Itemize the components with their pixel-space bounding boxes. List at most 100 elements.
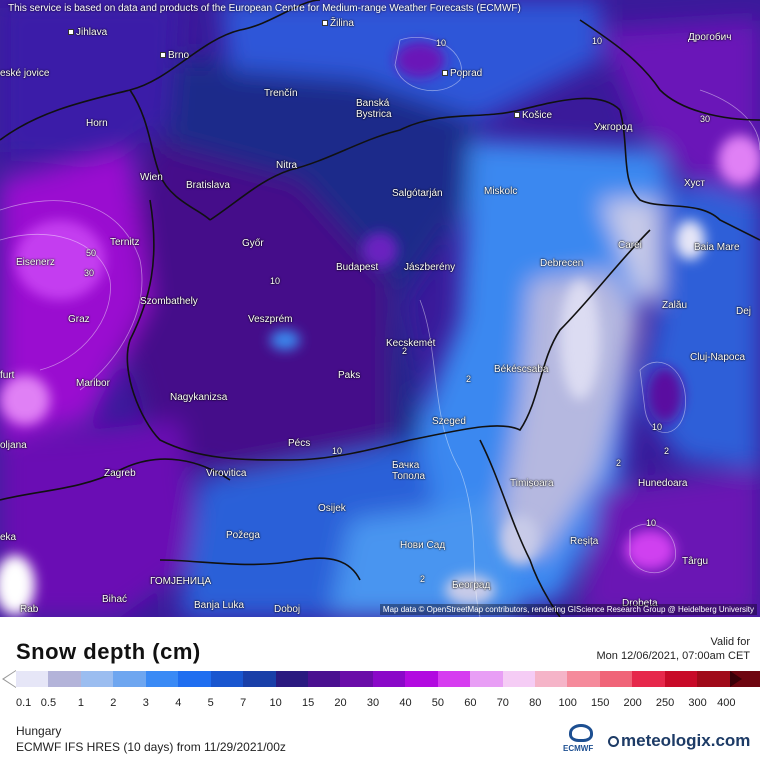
- contour-label: 2: [616, 458, 622, 468]
- colorbar-swatch: [275, 671, 308, 687]
- contour-label: 2: [402, 346, 408, 356]
- city-label[interactable]: eka: [0, 532, 17, 543]
- city-label[interactable]: Salgótarján: [392, 188, 443, 199]
- colorbar-swatch: [210, 671, 244, 687]
- city-label[interactable]: Carei: [618, 240, 642, 251]
- city-marker-icon: [514, 112, 520, 119]
- city-label[interactable]: furt: [0, 370, 15, 381]
- snow-depth-map[interactable]: This service is based on data and produc…: [0, 0, 760, 617]
- city-label[interactable]: Wien: [140, 172, 163, 183]
- colorbar-tick-label: 5: [207, 697, 214, 709]
- city-label[interactable]: Graz: [68, 314, 90, 325]
- valid-time: Mon 12/06/2021, 07:00am CET: [596, 650, 750, 662]
- city-label[interactable]: Veszprém: [248, 314, 293, 325]
- city-label[interactable]: Hunedoara: [638, 478, 688, 489]
- city-label[interactable]: Нови Сад: [400, 540, 446, 551]
- contour-label: 10: [646, 518, 657, 528]
- contour-label: 2: [420, 574, 426, 584]
- region-name: Hungary: [16, 724, 62, 738]
- colorbar-swatch: [113, 671, 146, 687]
- colorbar-tick-label: 80: [529, 697, 542, 709]
- city-label[interactable]: Paks: [338, 370, 361, 381]
- city-label[interactable]: Jihlava: [68, 27, 107, 38]
- colorbar-swatch: [145, 671, 179, 687]
- city-label[interactable]: Győr: [242, 238, 264, 249]
- city-label[interactable]: Békéscsaba: [494, 364, 549, 375]
- colorbar-swatch: [599, 671, 633, 687]
- colorbar-high-arrow: [730, 671, 742, 687]
- colorbar-tick-label: 20: [334, 697, 347, 709]
- meteologix-logo[interactable]: meteologix.com: [608, 731, 750, 751]
- city-label[interactable]: Nagykanizsa: [170, 392, 228, 403]
- city-label[interactable]: Baia Mare: [694, 242, 740, 253]
- city-label[interactable]: Brno: [160, 50, 189, 61]
- model-run: ECMWF IFS HRES (10 days) from 11/29/2021…: [16, 740, 286, 754]
- colorbar-swatch: [48, 671, 81, 687]
- colorbar-tick-label: 250: [655, 697, 675, 709]
- city-label[interactable]: Bihać: [102, 594, 128, 605]
- city-label[interactable]: Požega: [226, 530, 260, 541]
- city-label[interactable]: Nitra: [276, 160, 298, 171]
- city-label[interactable]: Maribor: [76, 378, 110, 389]
- city-label[interactable]: Cluj-Napoca: [690, 352, 746, 363]
- city-label[interactable]: Debrecen: [540, 258, 584, 269]
- city-label[interactable]: oljana: [0, 440, 27, 451]
- colorbar-tick-label: 100: [558, 697, 577, 709]
- valid-label: Valid for: [710, 636, 750, 648]
- city-label[interactable]: Košice: [514, 110, 552, 121]
- city-label[interactable]: Ужгород: [594, 122, 633, 133]
- city-label[interactable]: Дрогобич: [688, 32, 732, 43]
- city-label[interactable]: Београд: [452, 580, 491, 591]
- city-label[interactable]: Zagreb: [104, 468, 136, 479]
- city-label[interactable]: Хуст: [684, 178, 705, 189]
- city-label[interactable]: Jászberény: [404, 262, 456, 273]
- city-label[interactable]: Zalău: [662, 300, 688, 311]
- city-label[interactable]: Reșița: [570, 536, 599, 547]
- contour-label: 10: [592, 36, 603, 46]
- meteologix-ring-icon: [608, 736, 619, 747]
- contour-label: 30: [700, 114, 711, 124]
- city-label[interactable]: Rab: [20, 604, 39, 615]
- city-label[interactable]: Budapest: [336, 262, 379, 273]
- colorbar-swatch: [243, 671, 276, 687]
- city-label[interactable]: Horn: [86, 118, 108, 129]
- city-label[interactable]: Ternitz: [110, 237, 140, 248]
- colorbar-swatch: [535, 671, 568, 687]
- city-label[interactable]: ГОМЈЕНИЦА: [150, 576, 212, 587]
- colorbar-tick-label: 1: [77, 697, 84, 709]
- city-label[interactable]: Timișoara: [510, 478, 554, 489]
- contour-label: 10: [436, 38, 447, 48]
- colorbar-tick-label: 0.5: [40, 697, 57, 709]
- colorbar-swatch: [697, 671, 730, 687]
- city-label[interactable]: Trenčín: [264, 88, 298, 99]
- city-label[interactable]: Dej: [736, 306, 752, 317]
- colorbar-tick-label: 40: [399, 697, 412, 709]
- city-label[interactable]: Banja Luka: [194, 600, 245, 611]
- colorbar-swatch: [664, 671, 698, 687]
- city-label[interactable]: eské jovice: [0, 68, 50, 79]
- city-label[interactable]: Virovitica: [206, 468, 247, 479]
- city-label[interactable]: Banská Bystrica: [356, 98, 392, 120]
- city-label[interactable]: Târgu: [682, 556, 709, 567]
- city-label[interactable]: Bratislava: [186, 180, 230, 191]
- city-label[interactable]: Бачка Топола: [392, 460, 426, 482]
- city-label[interactable]: Szombathely: [140, 296, 198, 307]
- colorbar-swatch: [502, 671, 535, 687]
- city-label[interactable]: Drobeta: [622, 598, 658, 609]
- city-label[interactable]: Žilina: [322, 18, 354, 29]
- city-label[interactable]: Kecskemét: [386, 338, 436, 349]
- contour-label: 2: [466, 374, 472, 384]
- city-label[interactable]: Szeged: [432, 416, 466, 427]
- contour-label: 2: [664, 446, 670, 456]
- city-label[interactable]: Osijek: [318, 503, 346, 514]
- colorbar-tick-label: 200: [623, 697, 642, 709]
- ecmwf-logo[interactable]: ECMWF: [563, 724, 599, 756]
- city-label[interactable]: Doboj: [274, 604, 301, 615]
- city-label[interactable]: Miskolc: [484, 186, 518, 197]
- colorbar-swatch: [307, 671, 341, 687]
- city-label[interactable]: Eisenerz: [16, 257, 55, 268]
- city-label[interactable]: Poprad: [442, 68, 482, 79]
- colorbar-tick-label: 60: [464, 697, 477, 709]
- colorbar-swatch: [340, 671, 373, 687]
- city-label[interactable]: Pécs: [288, 438, 311, 449]
